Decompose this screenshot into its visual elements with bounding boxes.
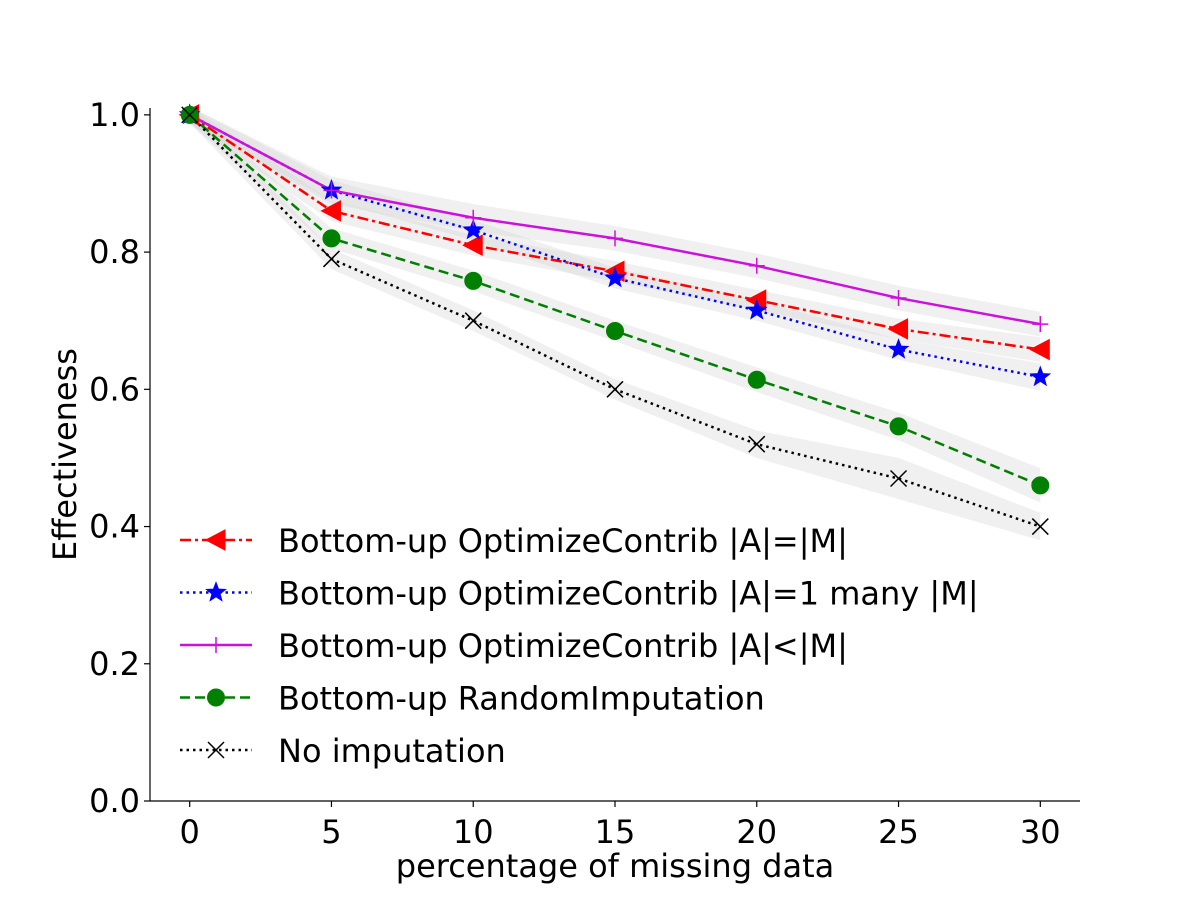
- point-series-5-x0: [181, 106, 199, 124]
- legend-item-4: Bottom-up RandomImputation: [180, 680, 765, 718]
- point-series-1-x10: [462, 234, 483, 257]
- x-tick-label: 30: [1020, 813, 1061, 851]
- legend-item-5: No imputation: [180, 732, 506, 770]
- point-series-2-x15: [604, 266, 626, 288]
- x-tick-label: 0: [180, 813, 200, 851]
- y-tick-label: 1.0: [89, 96, 140, 134]
- point-series-1-x25: [887, 318, 909, 340]
- x-axis-label: percentage of missing data: [396, 847, 835, 885]
- point-series-4-x30: [1031, 476, 1050, 495]
- point-series-5-x25: [890, 469, 908, 488]
- point-series-3-x20: [748, 257, 765, 274]
- point-series-4-x10: [464, 271, 483, 290]
- point-series-3-x25: [890, 290, 907, 307]
- point-series-5-x5: [322, 250, 340, 268]
- point-series-1-x5: [320, 200, 341, 222]
- point-series-2-x20: [745, 298, 768, 320]
- series-markers: [178, 103, 1052, 536]
- point-series-5-x30: [1031, 518, 1049, 536]
- x-axis-ticks: 0 5 10 15 20 25 30: [180, 801, 1061, 851]
- x-tick-label: 25: [878, 813, 919, 851]
- point-series-3-x15: [607, 230, 623, 247]
- y-axis-ticks: 0.0 0.2 0.4 0.6 0.8 1.0: [89, 96, 150, 820]
- point-series-1-x30: [1029, 338, 1050, 361]
- point-series-3-x10: [465, 209, 482, 226]
- y-tick-label: 0.0: [89, 782, 140, 820]
- legend-label: Bottom-up OptimizeContrib |A|=1 many |M|: [278, 575, 979, 613]
- point-series-4-x15: [606, 321, 624, 340]
- point-series-4-x20: [747, 370, 766, 389]
- point-series-4-x25: [889, 417, 908, 436]
- band-series-3: [189, 106, 1041, 337]
- y-axis-label: Effectiveness: [46, 348, 84, 561]
- legend-marker-swatch: [204, 529, 226, 551]
- y-tick-label: 0.6: [89, 370, 140, 408]
- band-series-2: [189, 106, 1041, 391]
- point-series-5-x20: [748, 435, 766, 453]
- legend-label: Bottom-up OptimizeContrib |A|<|M|: [278, 627, 848, 665]
- axes: 0 5 10 15 20 25 30 0.0 0.2 0.4 0.6 0.8 1.0 percenta…: [46, 96, 1080, 885]
- x-tick-label: 20: [736, 813, 777, 851]
- legend-label: No imputation: [278, 732, 506, 770]
- x-tick-label: 5: [321, 813, 341, 851]
- point-series-2-x30: [1029, 365, 1052, 387]
- legend-marker-swatch: [207, 741, 225, 759]
- legend-item-2: Bottom-up OptimizeContrib |A|=1 many |M|: [180, 575, 979, 613]
- x-tick-label: 15: [595, 813, 636, 851]
- legend-marker-swatch: [205, 581, 227, 602]
- y-tick-label: 0.8: [89, 233, 140, 271]
- x-tick-label: 10: [453, 813, 494, 851]
- legend: Bottom-up OptimizeContrib |A|=|M| Bottom-…: [180, 522, 979, 770]
- legend-marker-swatch: [208, 637, 224, 653]
- point-series-4-x5: [322, 229, 341, 248]
- legend-label: Bottom-up OptimizeContrib |A|=|M|: [278, 522, 848, 560]
- point-series-3-x30: [1032, 316, 1049, 333]
- y-tick-label: 0.2: [89, 645, 140, 683]
- point-series-2-x10: [462, 218, 485, 240]
- legend-item-1: Bottom-up OptimizeContrib |A|=|M|: [180, 522, 848, 560]
- legend-marker-swatch: [207, 688, 225, 707]
- point-series-5-x10: [464, 312, 482, 330]
- y-tick-label: 0.4: [89, 508, 140, 546]
- legend-item-3: Bottom-up OptimizeContrib |A|<|M|: [180, 627, 848, 665]
- point-series-3-x5: [323, 182, 340, 199]
- point-series-2-x25: [887, 338, 910, 359]
- point-series-5-x15: [606, 380, 624, 398]
- legend-label: Bottom-up RandomImputation: [278, 680, 765, 718]
